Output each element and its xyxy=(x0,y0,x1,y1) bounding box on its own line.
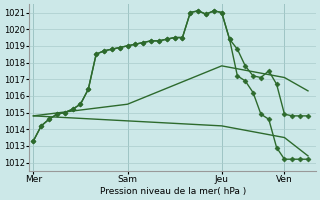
X-axis label: Pression niveau de la mer( hPa ): Pression niveau de la mer( hPa ) xyxy=(100,187,246,196)
